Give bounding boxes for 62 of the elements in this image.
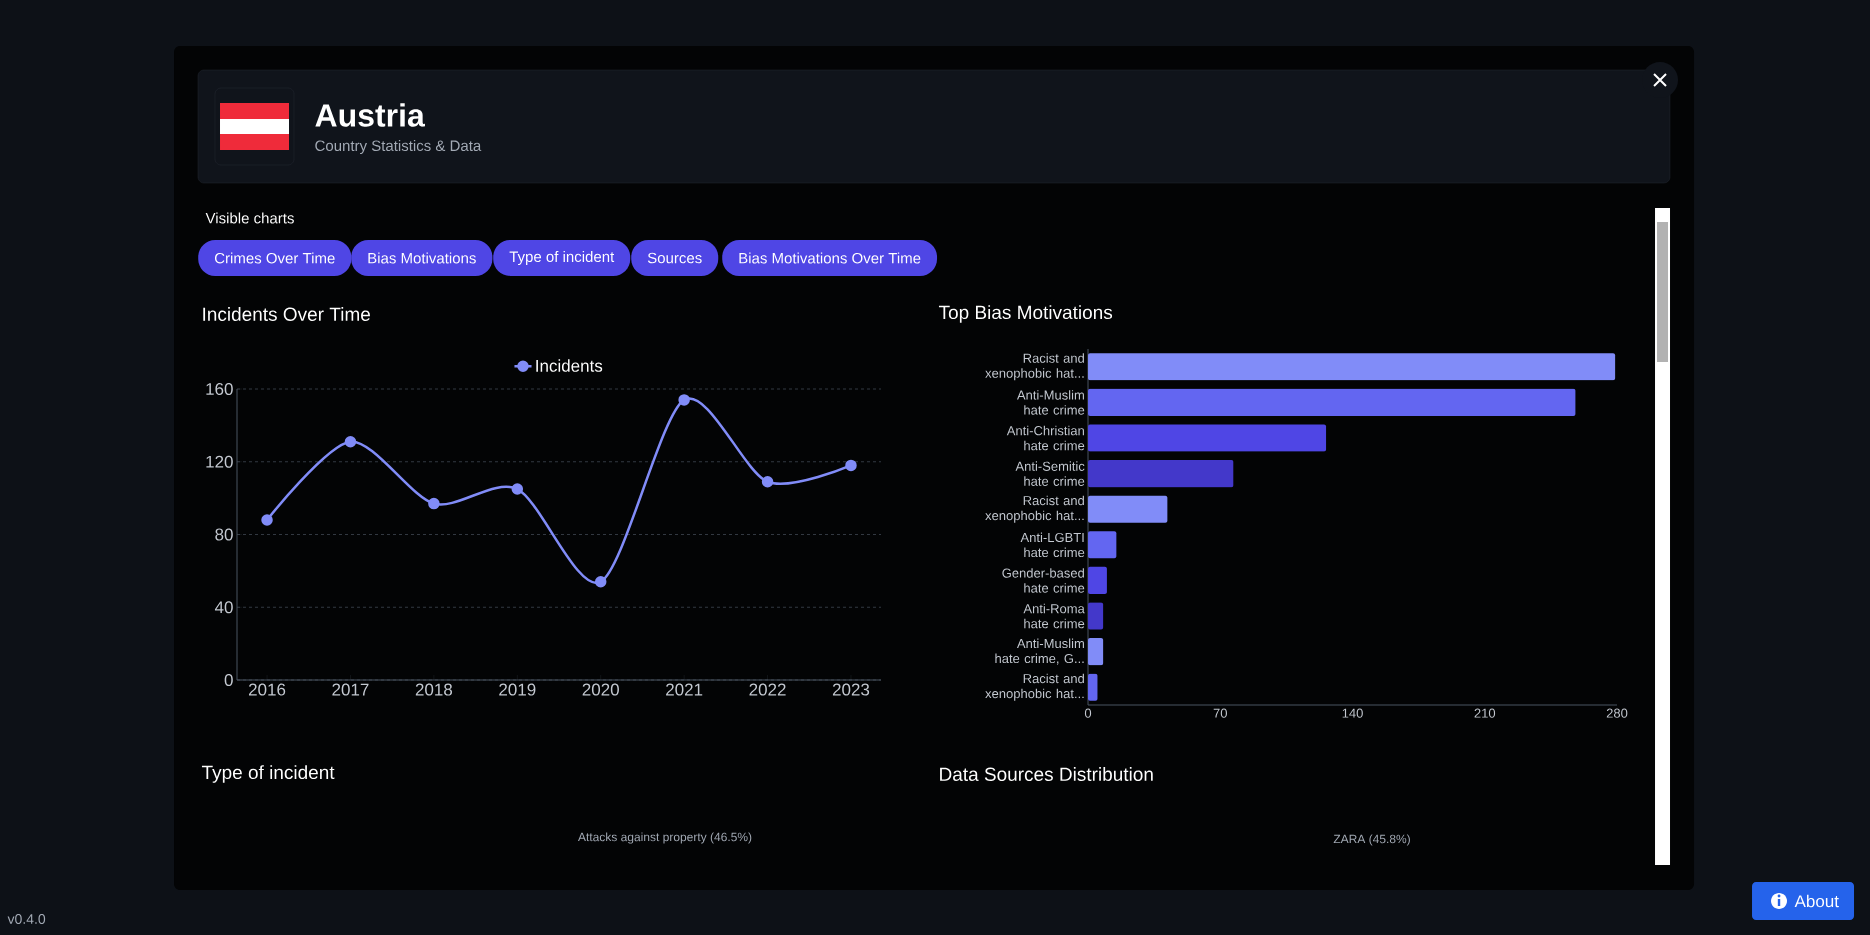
y-tick-label: Racist and xenophobic hat... bbox=[985, 673, 1084, 701]
y-tick-label: Racist and xenophobic hat... bbox=[985, 495, 1084, 523]
text: Type of incident bbox=[201, 765, 335, 783]
text: Bias Motivations Over Time bbox=[739, 252, 921, 264]
bar bbox=[1088, 495, 1168, 523]
point bbox=[761, 476, 774, 488]
text: Visible charts bbox=[205, 212, 294, 224]
y-tick-label: Anti-Muslim hate crime, G... bbox=[995, 638, 1084, 665]
text: About bbox=[1794, 894, 1839, 908]
chart-title: Top Bias Motivations bbox=[938, 305, 1113, 323]
bar bbox=[1088, 602, 1104, 630]
x-tick-label: 70 bbox=[1213, 708, 1227, 718]
point bbox=[678, 394, 690, 406]
bar bbox=[1088, 353, 1616, 381]
legend-label: Incidents bbox=[536, 359, 603, 372]
bar bbox=[1088, 388, 1576, 416]
x-tick-label: 140 bbox=[1342, 708, 1363, 718]
x-tick-label: 280 bbox=[1606, 708, 1628, 718]
x-tick-label: 210 bbox=[1474, 708, 1496, 718]
y-tick-label: Anti-Muslim hate crime bbox=[1016, 390, 1085, 415]
text: Sources bbox=[647, 252, 702, 264]
y-tick-label: 0 bbox=[224, 673, 233, 687]
x-tick-label: 2018 bbox=[415, 683, 453, 696]
point bbox=[511, 483, 524, 495]
text: Country Statistics & Data bbox=[315, 140, 482, 154]
y-tick-label: Anti-LGBTI hate crime bbox=[1020, 532, 1085, 558]
point bbox=[428, 497, 440, 510]
x-tick-label: 2022 bbox=[749, 683, 786, 696]
text: Crimes Over Time bbox=[214, 252, 335, 264]
point bbox=[261, 514, 273, 526]
y-tick-label: Anti-Christian hate crime bbox=[1006, 425, 1085, 451]
point bbox=[845, 459, 857, 472]
text: v0.4.0 bbox=[7, 914, 46, 924]
chart-title: Incidents Over Time bbox=[203, 307, 370, 321]
bar bbox=[1088, 638, 1104, 666]
y-tick-label: Anti-Roma hate crime bbox=[1023, 603, 1085, 629]
point bbox=[594, 576, 607, 588]
y-tick-label: Racist and xenophobic hat... bbox=[985, 353, 1084, 381]
bar bbox=[1088, 566, 1107, 594]
y-tick-label: 40 bbox=[214, 601, 233, 614]
bar bbox=[1088, 424, 1327, 452]
x-tick-label: 2020 bbox=[582, 683, 619, 696]
x-tick-label: 0 bbox=[1084, 708, 1092, 718]
y-tick-label: Anti-Semitic hate crime bbox=[1015, 461, 1085, 486]
text: Type of incident bbox=[509, 251, 615, 265]
text: Bias Motivations bbox=[368, 252, 476, 264]
text: Austria bbox=[315, 103, 425, 127]
x-tick-label: 2016 bbox=[248, 683, 286, 696]
text: ZARA (45.8%) bbox=[1333, 834, 1410, 846]
y-tick-label: 160 bbox=[206, 382, 233, 396]
bar bbox=[1088, 531, 1117, 559]
text: Attacks against property (46.5%) bbox=[577, 832, 752, 844]
bar bbox=[1088, 460, 1234, 488]
x-tick-label: 2017 bbox=[332, 683, 369, 696]
x-tick-label: 2023 bbox=[832, 683, 870, 696]
x-tick-label: 2019 bbox=[499, 683, 536, 696]
y-tick-label: 80 bbox=[215, 528, 233, 541]
point bbox=[344, 436, 357, 448]
text: Data Sources Distribution bbox=[940, 767, 1153, 781]
y-tick-label: 120 bbox=[206, 455, 233, 468]
x-tick-label: 2021 bbox=[666, 683, 703, 696]
y-tick-label: Gender-based hate crime bbox=[1002, 568, 1085, 593]
